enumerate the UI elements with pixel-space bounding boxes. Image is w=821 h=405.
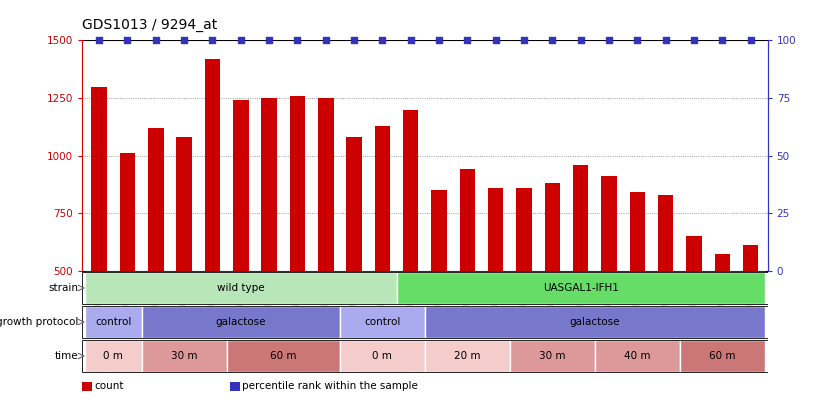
Text: galactose: galactose [215, 317, 266, 327]
Point [206, 37, 219, 44]
Point [716, 37, 729, 44]
Point [631, 37, 644, 44]
Point [376, 37, 389, 44]
Bar [261, 98, 277, 271]
Text: galactose: galactose [570, 317, 620, 327]
Bar [630, 192, 645, 271]
Bar [340, 306, 425, 338]
Point [347, 37, 360, 44]
Text: 0 m: 0 m [103, 351, 123, 361]
Text: wild type: wild type [217, 283, 264, 293]
Bar [85, 272, 397, 304]
Point [93, 37, 106, 44]
Text: 30 m: 30 m [539, 351, 566, 361]
Text: 60 m: 60 m [270, 351, 296, 361]
Text: count: count [94, 382, 124, 391]
Text: time: time [54, 351, 78, 361]
Bar [573, 165, 589, 271]
Text: 20 m: 20 m [454, 351, 480, 361]
Bar [658, 195, 673, 271]
Point [433, 37, 446, 44]
Point [489, 37, 502, 44]
Bar [431, 190, 447, 271]
Bar [290, 96, 305, 271]
Text: growth protocol: growth protocol [0, 317, 78, 327]
Bar [403, 109, 419, 271]
Text: control: control [95, 317, 131, 327]
Bar [204, 59, 220, 271]
Point [687, 37, 700, 44]
Bar [595, 340, 680, 372]
Text: 60 m: 60 m [709, 351, 736, 361]
Point [177, 37, 190, 44]
Bar [85, 306, 141, 338]
Point [319, 37, 333, 44]
Text: strain: strain [48, 283, 78, 293]
Bar [460, 169, 475, 271]
Bar [346, 137, 362, 271]
Bar [340, 340, 425, 372]
Point [546, 37, 559, 44]
Bar [601, 176, 617, 271]
Bar [85, 340, 141, 372]
Bar [141, 306, 340, 338]
Bar [743, 245, 759, 271]
Bar [488, 188, 503, 271]
Text: 40 m: 40 m [624, 351, 650, 361]
Text: 0 m: 0 m [373, 351, 392, 361]
Point [291, 37, 304, 44]
Point [149, 37, 163, 44]
Point [234, 37, 247, 44]
Text: GDS1013 / 9294_at: GDS1013 / 9294_at [82, 18, 218, 32]
Point [517, 37, 530, 44]
Point [603, 37, 616, 44]
Bar [233, 100, 249, 271]
Point [659, 37, 672, 44]
Point [263, 37, 276, 44]
Bar [544, 183, 560, 271]
Bar [120, 153, 135, 271]
Bar [141, 340, 227, 372]
Point [404, 37, 417, 44]
Text: 30 m: 30 m [171, 351, 197, 361]
Bar [686, 236, 702, 271]
Bar [425, 306, 765, 338]
Bar [397, 272, 765, 304]
Bar [714, 254, 730, 271]
Bar [91, 87, 107, 271]
Bar [510, 340, 595, 372]
Bar [425, 340, 510, 372]
Bar [318, 98, 333, 271]
Text: control: control [365, 317, 401, 327]
Bar [516, 188, 532, 271]
Point [744, 37, 757, 44]
Bar [680, 340, 765, 372]
Point [574, 37, 587, 44]
Bar [148, 128, 163, 271]
Bar [227, 340, 340, 372]
Text: UASGAL1-IFH1: UASGAL1-IFH1 [543, 283, 618, 293]
Bar [374, 126, 390, 271]
Point [461, 37, 474, 44]
Point [121, 37, 134, 44]
Text: percentile rank within the sample: percentile rank within the sample [242, 382, 418, 391]
Bar [177, 137, 192, 271]
